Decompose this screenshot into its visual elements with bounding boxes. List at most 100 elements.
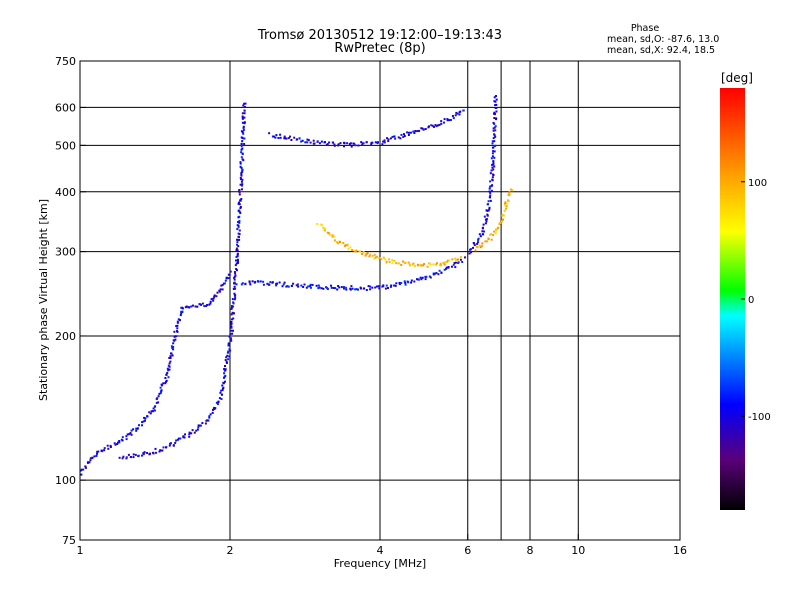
data-point xyxy=(142,453,145,456)
data-point xyxy=(132,453,135,456)
data-point xyxy=(193,431,196,434)
data-point xyxy=(413,280,416,283)
data-point xyxy=(491,163,494,166)
data-point xyxy=(228,335,231,338)
data-point xyxy=(170,442,172,445)
data-point xyxy=(241,137,244,140)
data-point xyxy=(130,429,133,432)
data-point xyxy=(485,209,488,212)
data-point xyxy=(454,266,457,269)
data-point xyxy=(181,310,184,313)
data-point xyxy=(179,314,182,317)
data-point xyxy=(481,230,484,233)
data-point xyxy=(165,373,168,376)
data-point xyxy=(388,258,391,261)
data-point xyxy=(96,452,98,455)
data-point xyxy=(427,126,430,129)
data-point xyxy=(235,249,238,251)
data-point xyxy=(242,104,245,107)
data-point xyxy=(125,435,128,438)
data-point xyxy=(146,452,149,454)
data-point xyxy=(477,237,480,240)
y-axis: 75 100 200 300 400 500 600 750 xyxy=(55,55,86,547)
data-point xyxy=(243,121,246,124)
data-point xyxy=(404,283,407,286)
data-point xyxy=(257,280,260,283)
data-point xyxy=(374,256,377,259)
data-point xyxy=(243,137,246,140)
data-point xyxy=(103,449,106,452)
data-point xyxy=(194,305,197,308)
data-point xyxy=(212,299,215,302)
data-point xyxy=(447,259,450,262)
data-point xyxy=(167,364,170,367)
data-point xyxy=(167,369,170,372)
data-point xyxy=(239,207,242,210)
data-point xyxy=(320,140,323,143)
data-point xyxy=(366,252,369,255)
data-point xyxy=(419,276,422,279)
data-point xyxy=(125,456,128,459)
data-point xyxy=(503,204,506,207)
data-point xyxy=(336,288,339,291)
data-point xyxy=(298,137,301,140)
data-point xyxy=(424,278,427,281)
data-point xyxy=(271,281,274,284)
data-point xyxy=(492,146,495,149)
data-point xyxy=(196,428,199,431)
data-point xyxy=(461,261,464,263)
data-point xyxy=(326,287,329,289)
data-point xyxy=(154,409,156,412)
data-point xyxy=(490,157,493,160)
data-point xyxy=(496,228,499,231)
data-point xyxy=(492,174,495,176)
data-point xyxy=(492,234,495,237)
data-point xyxy=(432,273,435,276)
data-point xyxy=(109,446,112,448)
data-point xyxy=(365,141,368,144)
data-point xyxy=(351,287,354,290)
data-point xyxy=(239,199,242,202)
data-point xyxy=(493,156,496,159)
data-point xyxy=(168,444,171,447)
x-tick-label: 1 xyxy=(77,544,84,557)
data-point xyxy=(107,447,110,450)
data-point xyxy=(225,276,228,279)
data-point xyxy=(493,140,496,143)
data-point xyxy=(312,139,315,142)
data-point xyxy=(176,330,179,333)
data-point xyxy=(158,450,161,453)
data-point xyxy=(413,265,416,267)
data-point xyxy=(433,125,435,128)
data-point xyxy=(244,102,247,105)
data-point xyxy=(146,415,149,418)
data-point xyxy=(215,401,218,404)
data-point xyxy=(228,348,231,351)
data-point xyxy=(493,96,496,99)
data-point xyxy=(495,98,498,101)
data-point xyxy=(486,214,489,217)
data-point xyxy=(306,138,309,141)
data-point xyxy=(283,135,286,138)
data-point xyxy=(421,276,424,279)
data-point xyxy=(167,376,170,379)
data-point xyxy=(491,155,494,158)
data-point xyxy=(491,176,494,179)
data-point xyxy=(468,252,471,255)
data-point xyxy=(486,240,489,243)
data-point xyxy=(241,158,244,161)
data-point xyxy=(208,416,211,419)
data-point xyxy=(345,288,348,291)
data-point xyxy=(477,241,479,244)
data-point xyxy=(229,349,232,352)
data-point xyxy=(446,260,449,263)
data-point xyxy=(384,287,387,290)
data-point xyxy=(487,209,490,212)
data-point xyxy=(190,432,193,435)
data-point xyxy=(254,280,257,283)
data-point xyxy=(420,278,423,281)
data-point xyxy=(201,422,204,424)
data-point xyxy=(230,329,233,332)
data-point xyxy=(343,142,346,145)
data-point xyxy=(488,190,491,193)
